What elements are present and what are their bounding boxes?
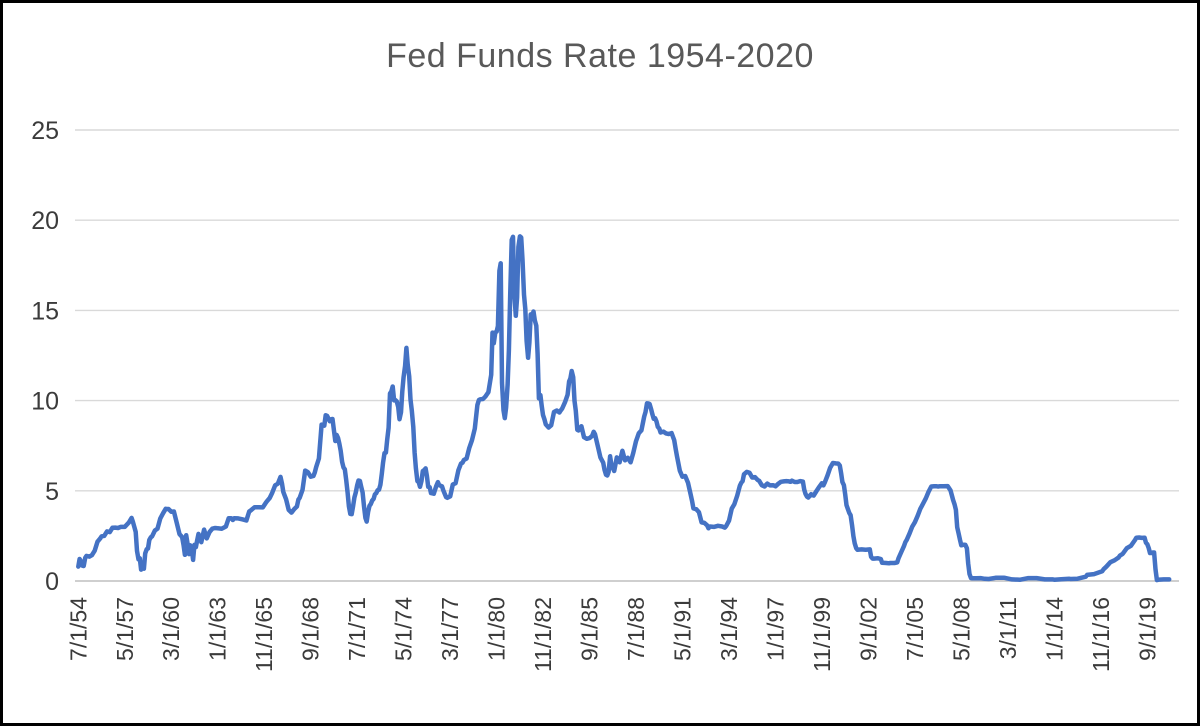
x-axis-tick-label: 1/1/80 [484,597,510,661]
x-axis-tick-label: 11/1/16 [1088,597,1114,672]
y-axis-tick-label: 15 [31,297,59,325]
x-axis-tick-label: 5/1/74 [391,597,417,661]
y-axis-tick-label: 20 [31,207,59,235]
x-axis-tick-label: 7/1/88 [623,597,649,661]
y-axis-tick-label: 5 [45,478,59,506]
fed-funds-rate-line [76,234,1172,583]
y-axis-tick-label: 0 [45,568,59,596]
y-axis-tick-label: 10 [31,388,59,416]
x-axis-tick-label: 11/1/65 [251,597,277,672]
x-axis-tick-label: 7/1/54 [65,597,91,661]
x-axis-tick-label: 3/1/11 [995,597,1021,659]
x-axis-tick-label: 11/1/82 [530,597,556,672]
x-axis-tick-label: 3/1/60 [158,597,184,661]
x-axis-tick-label: 1/1/97 [763,597,789,661]
x-axis-tick-label: 9/1/19 [1134,597,1160,661]
x-axis-tick-label: 5/1/08 [948,597,974,661]
y-axis-tick-label: 25 [31,117,59,145]
x-axis-tick-label: 5/1/57 [112,597,138,661]
x-axis-tick-label: 3/1/77 [437,597,463,661]
x-axis-tick-label: 1/1/14 [1041,597,1067,661]
x-axis-tick-label: 1/1/63 [205,597,231,661]
x-axis-tick-label: 7/1/05 [902,597,928,661]
x-axis-tick-label: 11/1/99 [809,597,835,672]
x-axis-tick-label: 9/1/68 [298,597,324,661]
x-axis-tick-label: 9/1/85 [577,597,603,661]
x-axis-tick-label: 7/1/71 [344,597,370,661]
x-axis-tick-label: 9/1/02 [855,597,881,661]
x-axis-tick-label: 3/1/94 [716,597,742,661]
fed-funds-line-chart: 0 5 10 15 20 25 7/1/54 5/1/57 3/1/60 1/1/63 11/1/6… [31,117,1179,672]
chart-title: Fed Funds Rate 1954-2020 [386,37,814,75]
x-axis-tick-label: 5/1/91 [670,597,696,661]
